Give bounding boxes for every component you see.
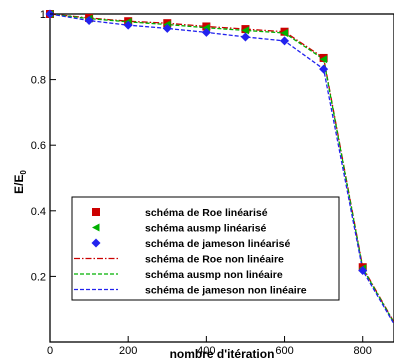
series-line-5 bbox=[49, 13, 394, 325]
series-2-point-2 bbox=[123, 20, 133, 30]
y-tick-label-2: 0.6 bbox=[31, 140, 46, 152]
y-axis-label-main: E/E bbox=[12, 175, 26, 194]
x-tick-label-4: 800 bbox=[354, 345, 372, 357]
legend-marker-2 bbox=[91, 238, 101, 248]
y-tick-label-3: 0.8 bbox=[31, 75, 46, 87]
y-tick-label-0: 0.2 bbox=[31, 271, 46, 283]
x-tick-label-3: 600 bbox=[275, 345, 293, 357]
y-tick-label-1: 0.4 bbox=[31, 206, 46, 218]
series-1-point-6 bbox=[280, 29, 289, 38]
x-axis-label: nombre d'itération bbox=[170, 347, 275, 361]
y-tick-label-4: 1 bbox=[40, 9, 46, 21]
series-2-point-8 bbox=[358, 265, 368, 275]
series-layer bbox=[45, 9, 394, 325]
ticks-layer: 0 200 400 600 800 0.2 0.4 0.6 0.8 1 bbox=[31, 9, 372, 357]
series-2-point-3 bbox=[162, 23, 172, 33]
series-2-point-6 bbox=[280, 36, 290, 46]
plot-frame bbox=[49, 13, 394, 343]
y-axis-label-sub: 0 bbox=[19, 170, 28, 175]
legend-label-3: schéma de Roe non linéaire bbox=[145, 254, 284, 266]
legend-marker-0 bbox=[92, 208, 100, 216]
series-2-point-7 bbox=[319, 64, 329, 74]
legend-label-2: schéma de jameson linéarisé bbox=[145, 238, 290, 250]
legend-box bbox=[71, 196, 340, 301]
legend: schéma de Roe linéarisé schéma ausmp liné… bbox=[71, 196, 340, 301]
legend-label-0: schéma de Roe linéarisé bbox=[145, 207, 268, 219]
series-1-point-7 bbox=[319, 55, 328, 64]
series-2-point-1 bbox=[84, 16, 94, 26]
x-tick-label-0: 0 bbox=[47, 345, 53, 357]
x-tick-label-2: 400 bbox=[197, 345, 215, 357]
y-axis-label: E/E0 bbox=[12, 170, 28, 194]
series-line-4 bbox=[49, 13, 394, 324]
series-1-point-5 bbox=[241, 26, 249, 35]
legend-label-1: schéma ausmp linéarisé bbox=[145, 223, 267, 235]
legend-label-5: schéma de jameson non linéaire bbox=[145, 285, 307, 297]
series-2-point-5 bbox=[240, 32, 250, 42]
x-tick-label-1: 200 bbox=[119, 345, 137, 357]
legend-marker-1 bbox=[92, 223, 100, 232]
series-2-point-4 bbox=[201, 27, 211, 37]
legend-label-4: schéma ausmp non linéaire bbox=[145, 269, 283, 281]
